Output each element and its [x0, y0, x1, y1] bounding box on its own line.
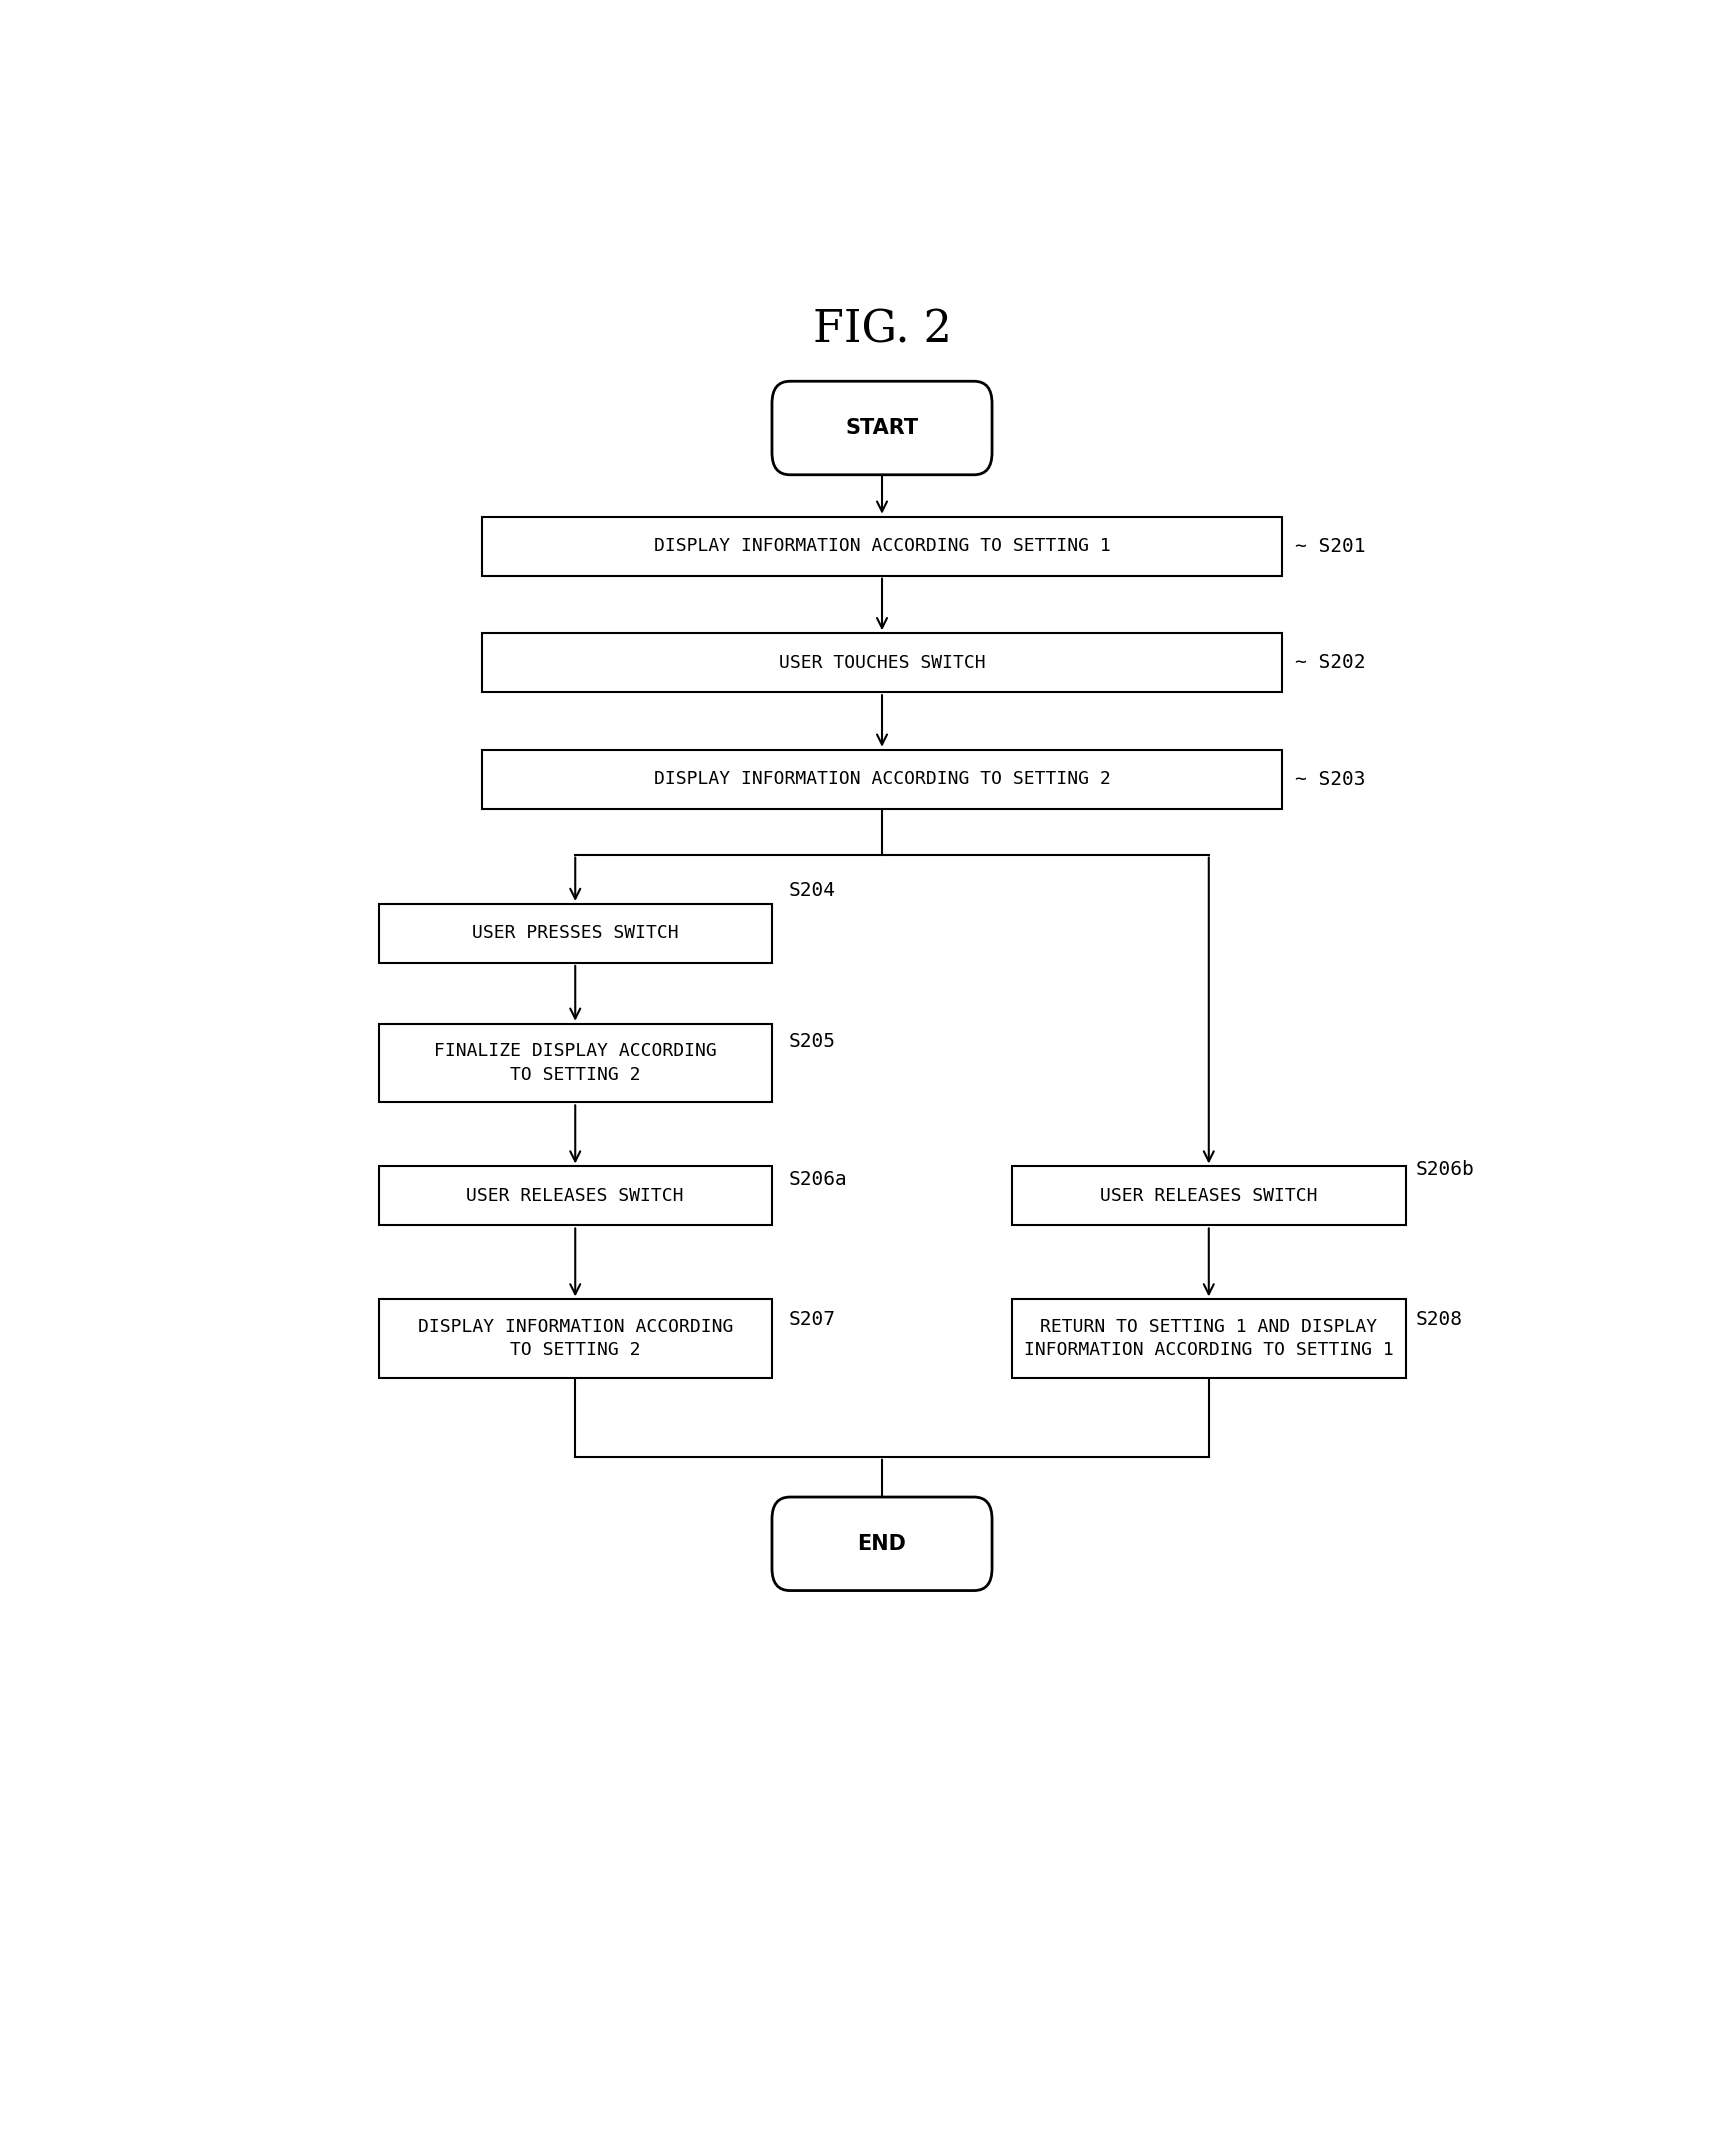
Text: S208: S208	[1415, 1311, 1463, 1328]
Text: END: END	[857, 1534, 907, 1553]
Text: S205: S205	[788, 1031, 836, 1051]
Text: ~ S202: ~ S202	[1296, 654, 1366, 671]
FancyBboxPatch shape	[482, 516, 1282, 575]
Text: S206a: S206a	[788, 1170, 847, 1189]
FancyBboxPatch shape	[482, 750, 1282, 808]
FancyBboxPatch shape	[1012, 1300, 1406, 1379]
FancyBboxPatch shape	[379, 1023, 773, 1102]
Text: ~ S201: ~ S201	[1296, 537, 1366, 556]
FancyBboxPatch shape	[379, 904, 773, 963]
Text: S204: S204	[788, 882, 836, 899]
FancyBboxPatch shape	[773, 1498, 991, 1590]
Text: RETURN TO SETTING 1 AND DISPLAY
INFORMATION ACCORDING TO SETTING 1: RETURN TO SETTING 1 AND DISPLAY INFORMAT…	[1024, 1317, 1394, 1360]
Text: USER PRESSES SWITCH: USER PRESSES SWITCH	[472, 925, 678, 942]
Text: DISPLAY INFORMATION ACCORDING TO SETTING 1: DISPLAY INFORMATION ACCORDING TO SETTING…	[654, 537, 1110, 556]
Text: S207: S207	[788, 1311, 836, 1328]
FancyBboxPatch shape	[773, 381, 991, 475]
Text: USER RELEASES SWITCH: USER RELEASES SWITCH	[1100, 1187, 1318, 1204]
Text: DISPLAY INFORMATION ACCORDING TO SETTING 2: DISPLAY INFORMATION ACCORDING TO SETTING…	[654, 769, 1110, 788]
FancyBboxPatch shape	[379, 1166, 773, 1225]
FancyBboxPatch shape	[482, 633, 1282, 693]
Text: START: START	[845, 418, 919, 439]
Text: USER TOUCHES SWITCH: USER TOUCHES SWITCH	[778, 654, 986, 671]
Text: DISPLAY INFORMATION ACCORDING
TO SETTING 2: DISPLAY INFORMATION ACCORDING TO SETTING…	[418, 1317, 733, 1360]
Text: FIG. 2: FIG. 2	[812, 309, 952, 352]
FancyBboxPatch shape	[1012, 1166, 1406, 1225]
Text: FINALIZE DISPLAY ACCORDING
TO SETTING 2: FINALIZE DISPLAY ACCORDING TO SETTING 2	[434, 1042, 716, 1085]
FancyBboxPatch shape	[379, 1300, 773, 1379]
Text: USER RELEASES SWITCH: USER RELEASES SWITCH	[466, 1187, 683, 1204]
Text: ~ S203: ~ S203	[1296, 769, 1366, 788]
Text: S206b: S206b	[1415, 1159, 1475, 1178]
